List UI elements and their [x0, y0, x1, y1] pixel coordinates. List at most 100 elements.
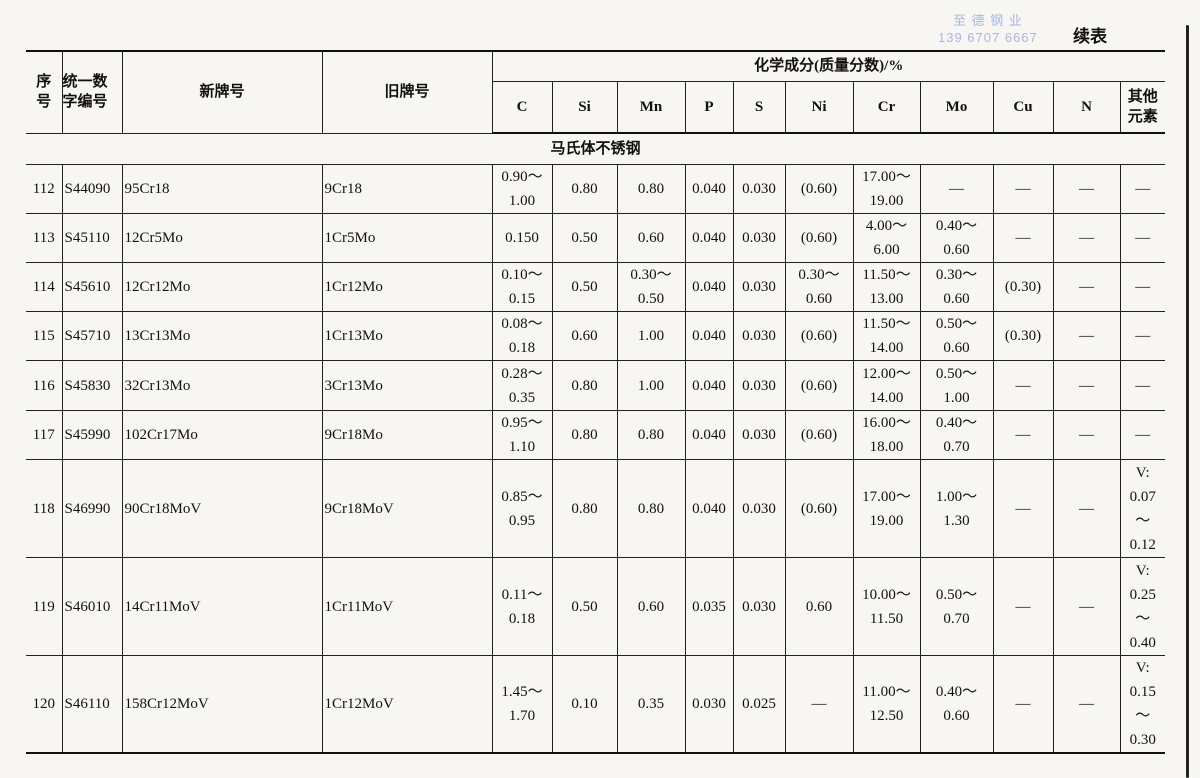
cell-c: 0.11～ 0.18: [491, 557, 553, 656]
header-element-si: Si: [551, 80, 618, 134]
cell-cr: 4.00～ 6.00: [852, 213, 921, 263]
cell-ni: (0.60): [784, 360, 854, 411]
cell-cr: 11.50～ 13.00: [852, 262, 921, 312]
table-row: 118 S46990 90Cr18MoV 9Cr18MoV 0.85～ 0.95 0.80…: [26, 459, 1165, 558]
cell-p: 0.040: [684, 360, 734, 411]
header-old-grade: 旧牌号: [321, 50, 493, 134]
cell-old-grade: 1Cr11MoV: [321, 557, 493, 656]
header-new-grade: 新牌号: [121, 50, 323, 134]
cell-old-grade: 9Cr18: [321, 164, 493, 214]
cell-c: 1.45～ 1.70: [491, 655, 553, 754]
cell-mo: 0.50～ 0.70: [919, 557, 994, 656]
cell-ni: (0.60): [784, 459, 854, 558]
cell-cr: 16.00～ 18.00: [852, 410, 921, 460]
cell-si: 0.80: [551, 410, 618, 460]
cell-unified-code: S45830: [61, 360, 123, 411]
cell-s: 0.030: [732, 213, 786, 263]
table-row: 113 S45110 12Cr5Mo 1Cr5Mo 0.150 0.50 0.60 0.040…: [26, 213, 1165, 263]
cell-cr: 17.00～ 19.00: [852, 459, 921, 558]
cell-c: 0.90～ 1.00: [491, 164, 553, 214]
cell-n: —: [1052, 311, 1121, 361]
cell-c: 0.95～ 1.10: [491, 410, 553, 460]
header-element-p: P: [684, 80, 734, 134]
steel-composition-table: 序 号 统一数 字编号 新牌号 旧牌号 化学成分(质量分数)/% C Si Mn P S…: [26, 50, 1165, 754]
header-element-mn: Mn: [616, 80, 686, 134]
table-row: 115 S45710 13Cr13Mo 1Cr13Mo 0.08～ 0.18 0.60 1.…: [26, 311, 1165, 361]
page-edge: [1186, 25, 1189, 778]
cell-unified-code: S44090: [61, 164, 123, 214]
cell-mo: 0.30～ 0.60: [919, 262, 994, 312]
cell-unified-code: S45610: [61, 262, 123, 312]
cell-ni: —: [784, 655, 854, 754]
watermark: 至 德 钢 业 139 6707 6667: [938, 12, 1038, 46]
cell-c: 0.28～ 0.35: [491, 360, 553, 411]
table-row: 112 S44090 95Cr18 9Cr18 0.90～ 1.00 0.80 0.80 0.…: [26, 164, 1165, 214]
cell-mn: 0.60: [616, 213, 686, 263]
cell-cu: —: [992, 164, 1054, 214]
cell-cu: —: [992, 459, 1054, 558]
cell-mo: 1.00～ 1.30: [919, 459, 994, 558]
cell-unified-code: S46110: [61, 655, 123, 754]
cell-seq: 118: [26, 459, 63, 558]
cell-c: 0.10～ 0.15: [491, 262, 553, 312]
cell-n: —: [1052, 360, 1121, 411]
cell-p: 0.040: [684, 164, 734, 214]
cell-old-grade: 9Cr18Mo: [321, 410, 493, 460]
cell-si: 0.50: [551, 557, 618, 656]
cell-new-grade: 13Cr13Mo: [121, 311, 323, 361]
cell-p: 0.040: [684, 410, 734, 460]
header-element-c: C: [492, 80, 553, 134]
cell-unified-code: S45710: [61, 311, 123, 361]
cell-cr: 12.00～ 14.00: [852, 360, 921, 411]
cell-other: V: 0.07 ～ 0.12: [1119, 459, 1165, 558]
cell-cr: 10.00～ 11.50: [852, 557, 921, 656]
cell-mn: 1.00: [616, 360, 686, 411]
cell-new-grade: 12Cr12Mo: [121, 262, 323, 312]
cell-n: —: [1052, 213, 1121, 263]
cell-n: —: [1052, 459, 1121, 558]
cell-mn: 1.00: [616, 311, 686, 361]
header-element-n: N: [1052, 80, 1121, 134]
table-row: 117 S45990 102Cr17Mo 9Cr18Mo 0.95～ 1.10 0.80 0…: [26, 410, 1165, 460]
cell-mn: 0.80: [616, 459, 686, 558]
cell-other: —: [1119, 311, 1165, 361]
cell-p: 0.030: [684, 655, 734, 754]
cell-new-grade: 14Cr11MoV: [121, 557, 323, 656]
cell-seq: 114: [26, 262, 63, 312]
header-element-s: S: [732, 80, 786, 134]
cell-new-grade: 32Cr13Mo: [121, 360, 323, 411]
cell-cu: —: [992, 655, 1054, 754]
cell-seq: 116: [26, 360, 63, 411]
cell-new-grade: 12Cr5Mo: [121, 213, 323, 263]
header-element-cu: Cu: [992, 80, 1054, 134]
cell-mn: 0.35: [616, 655, 686, 754]
cell-ni: (0.60): [784, 311, 854, 361]
cell-ni: (0.60): [784, 410, 854, 460]
cell-mn: 0.60: [616, 557, 686, 656]
cell-s: 0.030: [732, 557, 786, 656]
cell-si: 0.80: [551, 164, 618, 214]
cell-si: 0.80: [551, 360, 618, 411]
cell-other: —: [1119, 410, 1165, 460]
header-element-cr: Cr: [852, 80, 921, 134]
cell-s: 0.030: [732, 164, 786, 214]
header-other-elements: 其他 元素: [1119, 80, 1165, 134]
continued-label: 续表: [1073, 27, 1107, 46]
cell-ni: (0.60): [784, 164, 854, 214]
cell-si: 0.60: [551, 311, 618, 361]
cell-p: 0.035: [684, 557, 734, 656]
cell-old-grade: 9Cr18MoV: [321, 459, 493, 558]
cell-mn: 0.80: [616, 410, 686, 460]
cell-cu: —: [992, 557, 1054, 656]
cell-mn: 0.30～ 0.50: [616, 262, 686, 312]
cell-seq: 113: [26, 213, 63, 263]
cell-new-grade: 95Cr18: [121, 164, 323, 214]
header-chemical-composition: 化学成分(质量分数)/%: [491, 50, 1165, 82]
cell-other: V: 0.15 ～ 0.30: [1119, 655, 1165, 754]
cell-mo: 0.50～ 1.00: [919, 360, 994, 411]
cell-other: —: [1119, 213, 1165, 263]
cell-mo: 0.40～ 0.60: [919, 213, 994, 263]
cell-si: 0.80: [551, 459, 618, 558]
cell-c: 0.150: [491, 213, 553, 263]
cell-old-grade: 1Cr12Mo: [321, 262, 493, 312]
